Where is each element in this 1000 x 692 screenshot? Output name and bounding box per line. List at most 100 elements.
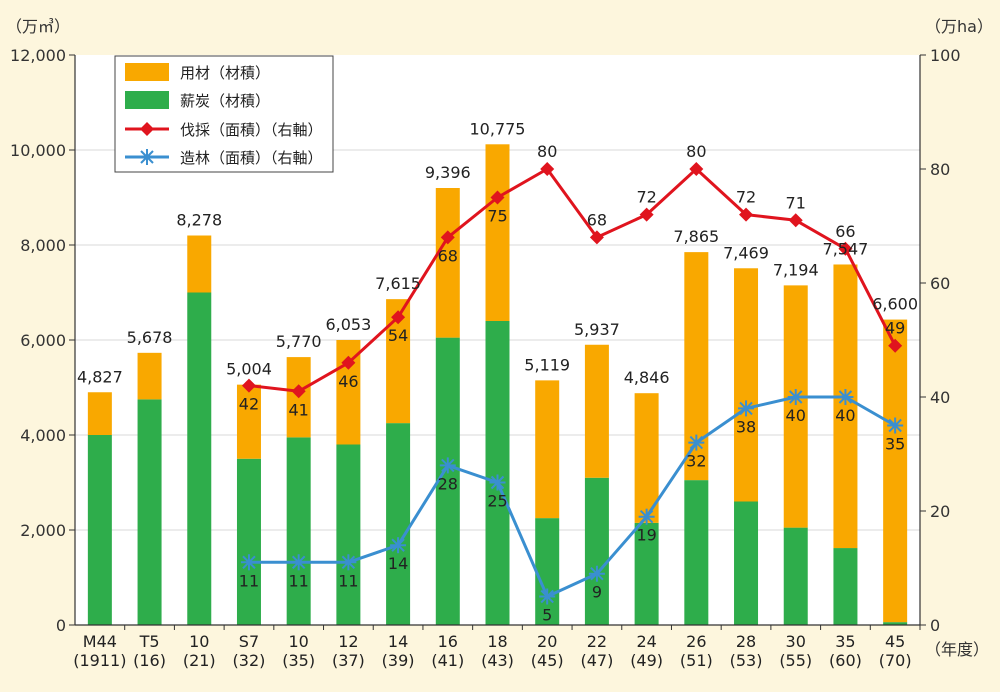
line-marker [341, 355, 356, 370]
line-value-label: 11 [338, 571, 358, 590]
line-value-label: 54 [388, 326, 408, 345]
bar-segment [584, 344, 609, 478]
x-category-label: T5 [139, 632, 160, 651]
left-tick-label: 6,000 [20, 331, 66, 350]
line-marker [738, 400, 755, 417]
line-value-label: 11 [239, 571, 259, 590]
x-category-sublabel: (43) [481, 651, 514, 670]
bar-total-label: 5,937 [574, 320, 620, 339]
line-marker [638, 508, 655, 525]
x-category-label: 28 [736, 632, 756, 651]
bar-segment [485, 321, 510, 625]
bar-segment [187, 292, 212, 625]
right-tick-label: 100 [930, 46, 961, 65]
bar-segment [883, 622, 908, 625]
line-value-label: 49 [885, 319, 905, 338]
left-tick-label: 8,000 [20, 236, 66, 255]
right-tick-label: 40 [930, 388, 950, 407]
line-marker [340, 554, 357, 571]
line-value-label: 32 [686, 452, 706, 471]
bar-total-label: 5,770 [276, 332, 322, 351]
legend-label-felling: 伐採（面積）（右軸） [180, 121, 323, 139]
line-value-label: 35 [885, 435, 905, 454]
x-category-label: 10 [189, 632, 209, 651]
bar-segment [187, 235, 212, 293]
legend-label-planting: 造林（面積）（右軸） [180, 149, 323, 167]
line-value-label: 71 [786, 193, 806, 212]
bar-total-label: 7,469 [723, 243, 769, 262]
line-marker [787, 389, 804, 405]
x-category-label: 16 [438, 632, 458, 651]
bar-segment [833, 264, 858, 549]
legend-label-timber: 用材（材積） [180, 64, 270, 82]
bars [87, 144, 908, 625]
line-value-label: 68 [587, 210, 607, 229]
x-category-label: 20 [537, 632, 557, 651]
bar-segment [87, 392, 112, 435]
series-line [248, 395, 896, 598]
bar-segment [684, 480, 709, 625]
x-category-label: M44 [83, 632, 117, 651]
legend-marker-planting [139, 149, 155, 165]
x-category-label: 14 [388, 632, 408, 651]
bar-segment [634, 522, 659, 625]
bar-total-label: 7,547 [823, 239, 869, 258]
bar-segment [783, 527, 808, 625]
bar-segment [87, 435, 112, 625]
line-marker [540, 162, 555, 176]
legend-swatch-fuelwood [125, 91, 169, 109]
line-value-label: 72 [736, 188, 756, 207]
line-marker [639, 207, 654, 222]
x-category-sublabel: (35) [282, 651, 315, 670]
bar-segment [236, 384, 261, 459]
line-marker [688, 434, 705, 451]
bar-total-label: 8,278 [176, 211, 222, 230]
x-category-sublabel: (47) [580, 651, 613, 670]
line-value-label: 72 [636, 188, 656, 207]
x-category-label: S7 [239, 632, 259, 651]
x-category-sublabel: (60) [829, 651, 862, 670]
x-category-sublabel: (41) [431, 651, 464, 670]
bar-total-label: 6,600 [872, 295, 918, 314]
line-value-label: 5 [542, 606, 552, 625]
x-category-label: 22 [587, 632, 607, 651]
bar-total-label: 4,846 [624, 368, 670, 387]
line-marker [489, 474, 506, 491]
line-marker [439, 457, 456, 474]
right-tick-label: 0 [930, 616, 940, 635]
line-marker [440, 230, 455, 245]
line-value-label: 80 [686, 142, 706, 161]
legend-swatch-timber [125, 63, 169, 81]
bar-total-label: 5,678 [127, 328, 173, 347]
bar-total-label: 6,053 [325, 315, 371, 334]
line-value-label: 41 [288, 400, 308, 419]
bar-segment [833, 548, 858, 625]
line-value-label: 75 [487, 207, 507, 226]
x-category-sublabel: (32) [233, 651, 266, 670]
line-value-label: 19 [636, 526, 656, 545]
line-marker [739, 207, 754, 222]
bar-total-label: 7,615 [375, 274, 421, 293]
bar-segment [535, 518, 560, 625]
bar-segment [485, 144, 510, 321]
line-value-label: 40 [786, 406, 806, 425]
left-tick-label: 2,000 [20, 521, 66, 540]
x-category-label: 45 [885, 632, 905, 651]
bar-total-label: 5,119 [524, 355, 570, 374]
bar-segment [634, 393, 659, 523]
x-category-label: 10 [288, 632, 308, 651]
x-category-label: 35 [835, 632, 855, 651]
x-category-sublabel: (1911) [73, 651, 126, 670]
x-category-sublabel: (45) [531, 651, 564, 670]
line-marker [490, 190, 505, 205]
left-tick-label: 4,000 [20, 426, 66, 445]
bar-segment [435, 188, 460, 338]
bar-segment [336, 444, 361, 625]
bar-segment [435, 337, 460, 625]
x-category-sublabel: (53) [730, 651, 763, 670]
bar-total-label: 10,775 [470, 119, 526, 138]
line-marker [788, 213, 803, 228]
line-value-label: 80 [537, 142, 557, 161]
